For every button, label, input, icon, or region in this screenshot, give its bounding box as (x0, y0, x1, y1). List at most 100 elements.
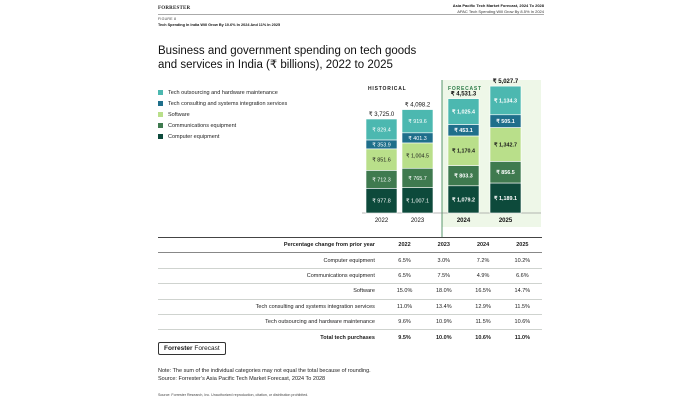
bar-segment (365, 118, 398, 141)
legend-item: Computer equipment (158, 131, 287, 142)
legend-swatch (158, 123, 163, 128)
segment-value-label: ₹ 1,004.5 (406, 154, 429, 160)
header-divider (158, 14, 544, 15)
segment-value-label: ₹ 505.1 (496, 119, 514, 125)
table-cell: 13.4% (424, 299, 464, 315)
segment-value-label: ₹ 353.9 (372, 142, 390, 148)
stacked-bar-chart: HISTORICAL FORECAST ₹ 977.8 ₹ 712.3 ₹ 851.6 ₹… (362, 78, 541, 237)
figure-label: FIGURE 8 (158, 17, 177, 21)
table-cell: 10.9% (424, 314, 464, 331)
table-cell: 7.5% (424, 268, 464, 285)
growth-table-year: 2024 (463, 236, 503, 254)
table-cell: 4.9% (463, 268, 503, 285)
segment-value-label: ₹ 1,079.2 (452, 197, 475, 203)
forrester-logo: FORRESTER (158, 6, 191, 11)
bar-segment (489, 127, 522, 162)
bar-segment (489, 182, 522, 214)
segment-value-label: ₹ 1,025.4 (452, 110, 475, 116)
growth-table-header-label: Percentage change from prior year (158, 236, 385, 254)
table-row: Software 15.0% 18.0% 16.5% 14.7% (158, 283, 542, 300)
table-row: Tech consulting and systems integration … (158, 299, 542, 315)
legend-swatch (158, 134, 163, 139)
table-cell: 9.6% (384, 314, 425, 331)
segment-value-label: ₹ 765.7 (408, 176, 426, 182)
forrester-forecast-badge: Forrester Forecast (158, 342, 226, 355)
segment-value-label: ₹ 851.6 (372, 158, 390, 164)
bar-segment (447, 98, 480, 125)
bar-total-label: ₹ 5,027.7 (493, 78, 519, 85)
note-rounding: Note: The sum of the individual categori… (158, 368, 371, 374)
segment-value-label: ₹ 401.3 (408, 136, 426, 142)
figure-subtitle: Tech Spending In India Will Grow By 10.6… (158, 23, 281, 27)
table-cell: 6.5% (384, 252, 425, 269)
segment-value-label: ₹ 803.3 (454, 174, 472, 180)
segment-value-label: ₹ 453.1 (454, 128, 472, 134)
x-tick-label: 2025 (499, 218, 513, 224)
segment-value-label: ₹ 1,007.1 (406, 198, 429, 204)
historical-label: HISTORICAL (368, 86, 406, 92)
table-cell: 11.5% (463, 314, 503, 331)
bar-segment (447, 135, 480, 166)
table-cell: 10.2% (502, 252, 542, 269)
table-cell: 11.5% (502, 299, 542, 315)
growth-table-year: 2025 (502, 236, 542, 254)
bar-total-label: ₹ 4,531.3 (451, 91, 477, 98)
table-cell: 12.9% (463, 299, 503, 315)
table-row-label: Computer equipment (158, 252, 385, 269)
bar-segment (401, 187, 434, 214)
chart-legend: Tech outsourcing and hardware maintenanc… (158, 87, 287, 142)
legend-label: Software (168, 111, 190, 118)
segment-value-label: ₹ 919.6 (408, 119, 426, 125)
table-total-cell: 10.0% (436, 334, 452, 341)
segment-value-label: ₹ 1,170.4 (452, 149, 475, 155)
bar-segment (401, 142, 434, 169)
segment-value-label: ₹ 1,134.3 (494, 98, 517, 104)
x-tick-label: 2022 (375, 218, 389, 224)
badge-product: Forecast (194, 345, 220, 352)
legend-label: Tech outsourcing and hardware maintenanc… (168, 89, 278, 96)
segment-value-label: ₹ 1,342.7 (494, 142, 517, 148)
table-cell: 7.2% (463, 252, 503, 269)
bar-segment (365, 188, 398, 214)
segment-value-label: ₹ 977.8 (372, 199, 390, 205)
legend-swatch (158, 112, 163, 117)
bar-segment (401, 109, 434, 134)
badge-brand: Forrester (164, 345, 193, 352)
legend-label: Communications equipment (168, 122, 237, 129)
table-row: Tech outsourcing and hardware maintenanc… (158, 314, 542, 331)
segment-value-label: ₹ 829.4 (372, 127, 390, 133)
bar-segment (489, 85, 522, 116)
table-total-cell: 9.5% (398, 334, 411, 341)
legend-item: Software (158, 109, 287, 120)
x-tick-label: 2023 (411, 218, 425, 224)
report-page: FORRESTER Asia Pacific Tech Market Forec… (150, 0, 550, 400)
legend-item: Communications equipment (158, 120, 287, 131)
segment-value-label: ₹ 1,189.1 (494, 196, 517, 202)
table-row-label: Tech consulting and systems integration … (158, 299, 385, 315)
bar-segment (447, 185, 480, 214)
growth-table: Percentage change from prior year 2022 2… (158, 236, 542, 345)
bar-total-label: ₹ 4,098.2 (405, 102, 431, 109)
segment-value-label: ₹ 856.5 (496, 170, 514, 176)
table-cell: 3.0% (424, 252, 464, 269)
report-header: Asia Pacific Tech Market Forecast, 2024 … (453, 3, 544, 15)
table-cell: 14.7% (502, 283, 542, 300)
chart-note: Note: The sum of the individual categori… (158, 367, 371, 383)
legend-item: Tech consulting and systems integration … (158, 98, 287, 109)
table-cell: 6.5% (384, 268, 425, 285)
legend-swatch (158, 90, 163, 95)
table-row: Communications equipment 6.5% 7.5% 4.9% … (158, 268, 542, 285)
report-title: Asia Pacific Tech Market Forecast, 2024 … (452, 3, 544, 8)
table-cell: 6.6% (502, 268, 542, 285)
legend-swatch (158, 101, 163, 106)
chart-title: Business and government spending on tech… (158, 45, 417, 71)
legend-item: Tech outsourcing and hardware maintenanc… (158, 87, 287, 98)
table-cell: 10.6% (502, 314, 542, 331)
table-total-row: Total tech purchases 9.5% 10.0% 10.6% 11… (158, 330, 542, 345)
growth-table-year: 2022 (384, 236, 425, 254)
x-tick-label: 2024 (457, 218, 471, 224)
growth-table-header: Percentage change from prior year 2022 2… (158, 236, 542, 254)
forecast-label: FORECAST (448, 86, 482, 92)
table-total-label: Total tech purchases (320, 334, 375, 341)
legend-label: Tech consulting and systems integration … (168, 100, 288, 107)
